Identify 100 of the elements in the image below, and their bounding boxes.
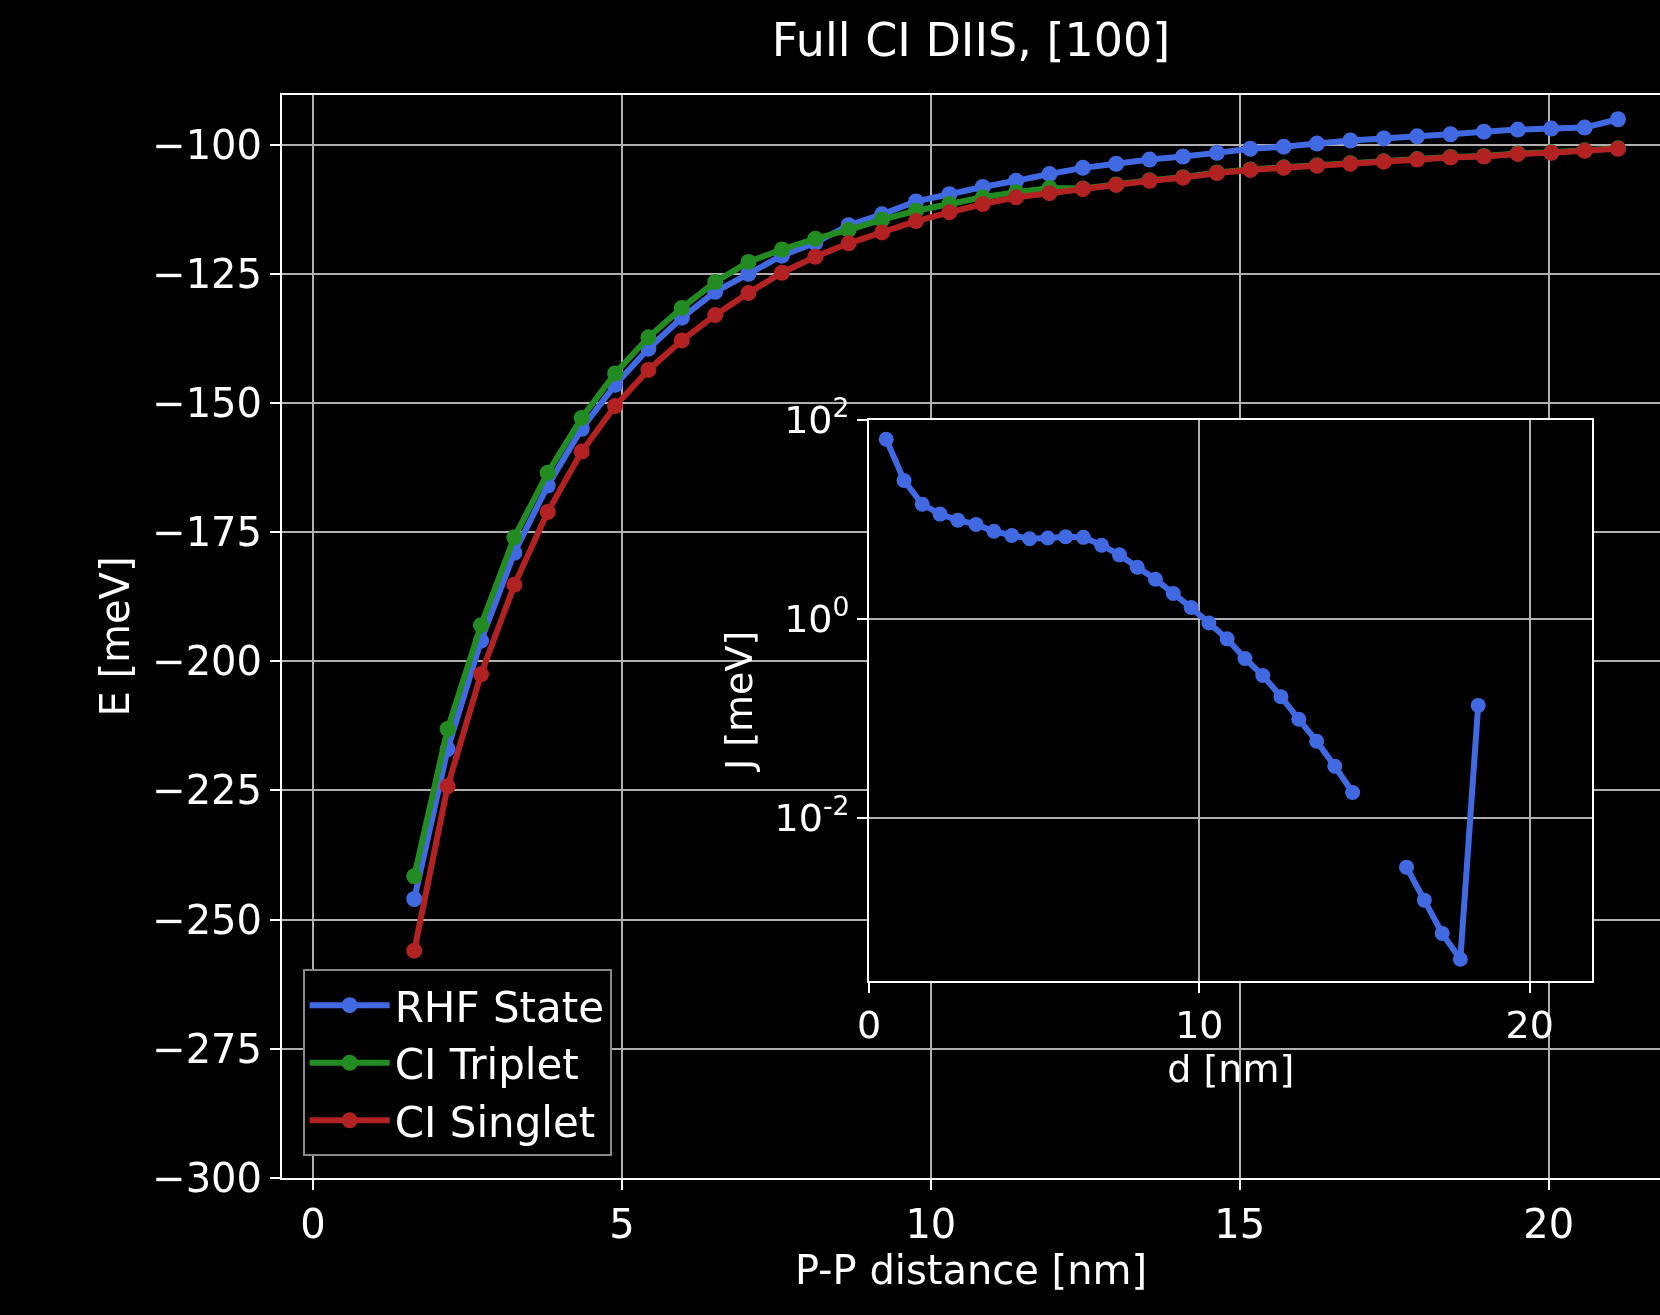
point xyxy=(950,512,966,528)
point xyxy=(1058,529,1074,545)
point xyxy=(740,284,757,301)
point xyxy=(406,890,423,907)
point xyxy=(1075,529,1091,545)
point xyxy=(1008,189,1025,206)
point xyxy=(472,666,489,683)
legend-label: CI Triplet xyxy=(394,1040,579,1090)
point xyxy=(573,443,590,460)
point xyxy=(439,720,456,737)
point xyxy=(1609,111,1626,128)
point xyxy=(1004,527,1020,543)
point xyxy=(707,307,724,324)
point xyxy=(406,868,423,885)
y-axis-title: E [meV] xyxy=(92,556,139,717)
point xyxy=(1040,530,1056,546)
point xyxy=(1041,185,1058,202)
x-tick-label: 10 xyxy=(1175,1003,1224,1048)
point xyxy=(607,398,624,415)
point xyxy=(640,329,657,346)
point xyxy=(1174,148,1191,165)
point xyxy=(1111,547,1127,563)
point xyxy=(1291,711,1307,727)
point xyxy=(1183,600,1199,616)
point xyxy=(673,299,690,316)
x-tick-label: 20 xyxy=(1523,1201,1575,1247)
point xyxy=(1470,697,1486,713)
point xyxy=(941,204,958,221)
point xyxy=(1022,531,1038,547)
point xyxy=(1275,138,1292,155)
y-tick-label: −250 xyxy=(152,896,262,943)
point xyxy=(673,332,690,349)
point xyxy=(1434,925,1450,941)
point xyxy=(1345,784,1361,800)
point xyxy=(1237,650,1253,666)
point xyxy=(773,241,790,258)
point xyxy=(840,235,857,252)
y-axis-title: J [meV] xyxy=(717,630,762,773)
point xyxy=(974,196,991,213)
y-tick-label: −200 xyxy=(152,638,262,685)
y-tick-label: 10$^{-2}$ xyxy=(774,790,850,841)
x-tick-label: 0 xyxy=(856,1003,882,1048)
x-axis-title: P-P distance [nm] xyxy=(794,1247,1148,1293)
point xyxy=(539,503,556,520)
point xyxy=(707,274,724,291)
point xyxy=(1576,119,1593,136)
point xyxy=(506,529,523,546)
point xyxy=(1475,123,1492,140)
point xyxy=(539,464,556,481)
legend-label: CI Singlet xyxy=(394,1097,596,1147)
point xyxy=(472,617,489,634)
point xyxy=(1509,121,1526,138)
y-tick-label: −300 xyxy=(152,1155,262,1201)
y-tick-label: −125 xyxy=(152,250,262,297)
point xyxy=(1327,758,1343,774)
legend-label: RHF State xyxy=(394,982,605,1032)
point xyxy=(1442,126,1459,143)
point xyxy=(506,576,523,593)
point xyxy=(1147,571,1163,587)
point xyxy=(986,523,1002,539)
point xyxy=(1094,537,1110,553)
point xyxy=(968,516,984,532)
x-tick-label: 10 xyxy=(905,1201,957,1247)
point xyxy=(896,473,912,488)
point xyxy=(607,365,624,382)
point xyxy=(439,778,456,795)
point xyxy=(1399,859,1414,875)
point xyxy=(1219,631,1235,647)
point xyxy=(1309,135,1326,152)
point xyxy=(1273,689,1289,705)
point xyxy=(1416,892,1432,908)
point xyxy=(1208,144,1225,161)
point xyxy=(1452,951,1468,967)
point xyxy=(807,230,824,247)
point xyxy=(1129,559,1145,575)
point xyxy=(773,264,790,281)
point xyxy=(640,361,657,378)
point xyxy=(740,253,757,270)
y-tick-label: −150 xyxy=(152,379,262,426)
point xyxy=(1409,128,1426,145)
y-tick-label: −225 xyxy=(152,767,262,814)
point xyxy=(1309,733,1325,749)
point xyxy=(1201,615,1217,631)
point xyxy=(1342,132,1359,149)
x-tick-label: 15 xyxy=(1214,1201,1266,1247)
point xyxy=(878,431,894,447)
y-tick-label: −175 xyxy=(152,509,262,556)
point xyxy=(807,248,824,265)
point xyxy=(1074,159,1091,176)
point xyxy=(874,224,891,241)
x-tick-label: 0 xyxy=(300,1201,326,1247)
point xyxy=(932,506,948,522)
y-tick-label: 10$^{0}$ xyxy=(784,591,850,642)
point xyxy=(840,221,857,238)
point xyxy=(1041,166,1058,183)
point xyxy=(1165,586,1181,601)
point xyxy=(1141,151,1158,168)
point xyxy=(908,213,924,230)
point xyxy=(406,942,423,959)
point xyxy=(1242,140,1259,157)
